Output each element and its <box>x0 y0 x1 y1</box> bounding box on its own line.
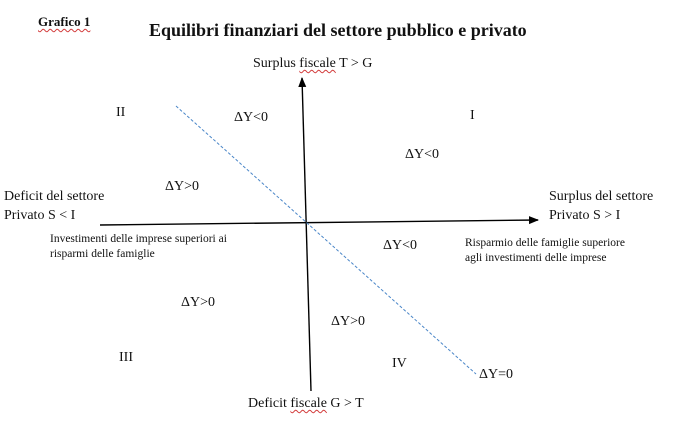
quadrant-label-i: I <box>470 108 475 123</box>
region-label-right: ΔY<0 <box>383 238 418 253</box>
equilibrium-dashed-line <box>175 105 477 375</box>
figure-caption: Grafico 1 <box>38 14 91 29</box>
horizontal-axis <box>99 216 539 226</box>
region-label-lower-left: ΔY>0 <box>181 295 216 310</box>
quadrant-label-ii: II <box>116 105 126 120</box>
region-label-left: ΔY>0 <box>165 179 200 194</box>
left-axis-label-line2: Privato S < I <box>4 208 76 223</box>
figure-title: Equilibri finanziari del settore pubblic… <box>149 20 527 40</box>
note-left: Investimenti delle imprese superiori ai … <box>50 233 227 260</box>
top-axis-label: Surplus fiscale T > G <box>253 56 373 71</box>
region-label-upper-left: ΔY<0 <box>234 110 269 125</box>
bottom-axis-label: Deficit fiscale G > T <box>248 396 364 411</box>
quadrant-label-iv: IV <box>392 356 407 371</box>
region-label-lower-center: ΔY>0 <box>331 314 366 329</box>
left-axis-label-line1: Deficit del settore <box>4 189 105 204</box>
dashed-line-label: ΔY=0 <box>479 367 514 382</box>
right-axis-label-line1: Surplus del settore <box>549 189 654 204</box>
right-axis-label-line2: Privato S > I <box>549 208 621 223</box>
note-right: Risparmio delle famiglie superiore agli … <box>465 237 625 264</box>
vertical-axis <box>298 77 312 392</box>
quadrant-label-iii: III <box>119 350 133 365</box>
region-label-upper-right: ΔY<0 <box>405 147 440 162</box>
